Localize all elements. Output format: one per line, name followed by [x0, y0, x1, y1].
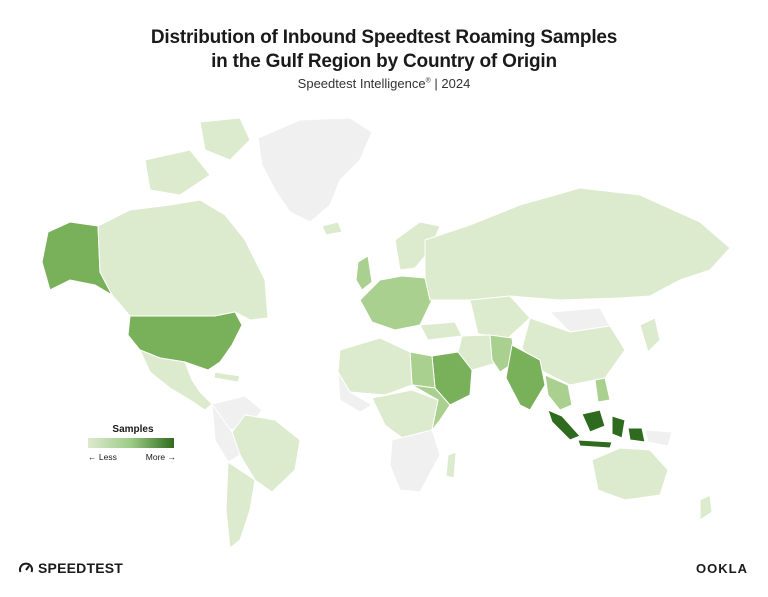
subtitle-year: | 2024 [434, 76, 471, 91]
region-west-africa [337, 371, 373, 413]
region-turkey [419, 321, 463, 341]
region-argentina-chile [225, 461, 256, 549]
speedtest-gauge-icon [19, 562, 33, 573]
region-arctic-islands-2 [144, 149, 211, 196]
region-peru-bolivia [211, 402, 241, 463]
region-uk [355, 255, 373, 291]
legend-title: Samples [112, 424, 154, 435]
region-indonesia-java [577, 439, 613, 449]
speedtest-wordmark: SPEEDTEST [38, 560, 124, 576]
region-canada [97, 199, 269, 321]
region-southern-africa [389, 429, 441, 493]
region-india [505, 344, 546, 411]
registered-mark: ® [425, 77, 431, 85]
region-east-africa [411, 384, 451, 431]
region-new-zealand [699, 494, 713, 521]
chart-subtitle: Speedtest Intelligence® | 2024 [0, 76, 768, 91]
region-egypt [409, 351, 436, 389]
title-line-1: Distribution of Inbound Speedtest Roamin… [150, 27, 618, 48]
region-russia [424, 187, 731, 301]
region-alaska [41, 221, 114, 297]
region-indonesia-borneo [581, 409, 606, 433]
region-central-asia [469, 295, 531, 339]
region-philippines [594, 377, 611, 403]
region-usa [127, 311, 243, 371]
region-iran [457, 334, 501, 371]
region-southeast-asia [544, 374, 573, 411]
ookla-logo: OOKLA [696, 561, 748, 576]
region-iceland [321, 221, 343, 236]
region-caribbean [213, 371, 241, 383]
region-greenland [257, 117, 373, 223]
region-europe [359, 275, 433, 331]
region-japan [639, 317, 661, 353]
legend-more-label: More → [145, 452, 176, 462]
region-png [644, 429, 673, 447]
region-arctic-islands [199, 117, 251, 161]
chart-title: Distribution of Inbound Speedtest Roamin… [0, 26, 768, 74]
region-indonesia-sumatra [547, 409, 581, 441]
subtitle-source: Speedtest Intelligence [297, 76, 426, 91]
legend: Samples ← Less More → [88, 424, 178, 462]
region-madagascar [445, 451, 457, 479]
title-line-2: in the Gulf Region by Country of Origin [211, 51, 557, 72]
region-australia [591, 447, 669, 501]
region-indonesia-east [611, 415, 646, 443]
legend-color-ramp [88, 438, 174, 448]
region-north-africa [337, 337, 413, 396]
legend-labels: ← Less More → [88, 452, 176, 462]
legend-less-label: ← Less [88, 452, 117, 462]
speedtest-logo: SPEEDTEST [18, 560, 123, 576]
